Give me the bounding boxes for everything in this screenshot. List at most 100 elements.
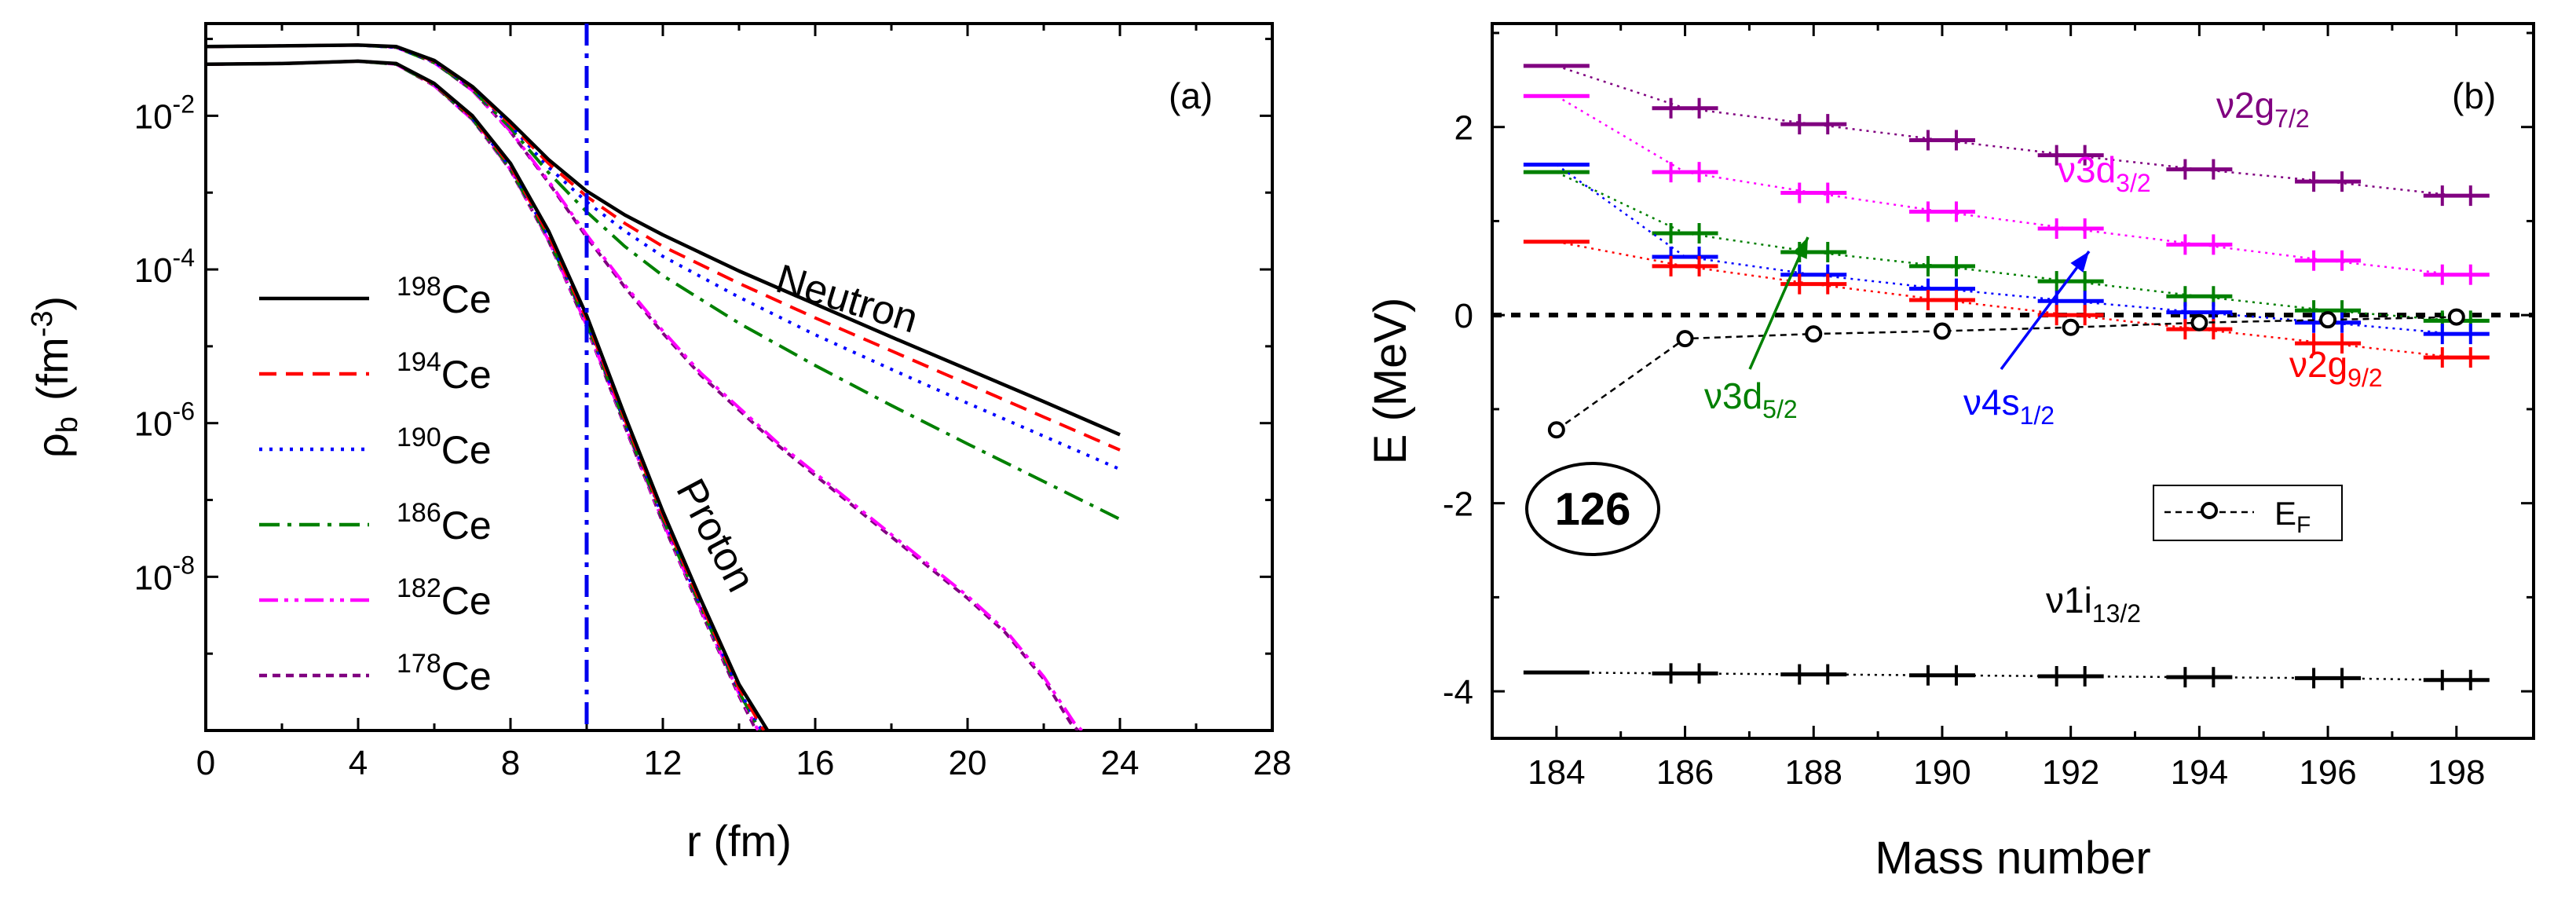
- x-tick-label: 4: [349, 744, 368, 782]
- legend-mass: 182: [397, 573, 441, 603]
- panel-a-x-axis-label: r (fm): [686, 816, 792, 866]
- panel-a-x-tick-labels: 0 4 8 12 16 20 24 28: [196, 744, 1292, 782]
- level-connector-ν4s1/2: [1556, 163, 2457, 335]
- level-connector-ν2g9/2: [1556, 240, 2457, 359]
- y-label-unit-close: ): [27, 296, 77, 311]
- fermi-energy-point: [1805, 325, 1823, 343]
- panel-a-density-chart: Neutron Proton (a) 198Ce194Ce190Ce186Ce1…: [26, 22, 1292, 866]
- level-label-main: ν2g: [2216, 85, 2274, 126]
- y-tick-label: 10-6: [134, 397, 195, 444]
- panel-b-y-axis-label: E (MeV): [1365, 298, 1416, 465]
- legend-e: E: [2274, 495, 2296, 532]
- density-curve-neutron-178: [206, 43, 1080, 730]
- panel-a-y-tick-labels: 10-210-410-610-8: [134, 90, 195, 597]
- x-tick-label: 194: [2171, 753, 2228, 792]
- x-tick-label: 8: [501, 744, 520, 782]
- legend-element: Ce: [441, 353, 492, 397]
- legend-mass: 198: [397, 272, 441, 302]
- legend-label-182: 182Ce: [397, 573, 492, 623]
- arrow-v4s12: [2000, 250, 2091, 371]
- level-connector-ν3d5/2: [1556, 171, 2457, 322]
- fermi-energy-point: [2319, 311, 2337, 329]
- panel-b-arrows: [1748, 236, 2091, 371]
- density-curve-neutron-182: [206, 43, 1083, 730]
- fermi-energy-point: [2190, 313, 2208, 331]
- level-label-d52: ν3d5/2: [1704, 375, 1798, 423]
- level-label-sub: 5/2: [1762, 395, 1797, 423]
- level-label-main: ν2g: [2289, 344, 2347, 385]
- legend-mass: 186: [397, 498, 441, 528]
- legend-label-198: 198Ce: [397, 272, 492, 321]
- magic-number-text: 126: [1555, 484, 1631, 535]
- y-tick-label: 10-2: [134, 90, 195, 136]
- panel-b-legend: EF: [2153, 485, 2343, 541]
- legend-mass: 178: [397, 649, 441, 679]
- density-curve-neutron-198: [206, 43, 1121, 437]
- panel-b-label: (b): [2452, 75, 2496, 116]
- panel-a-label: (a): [1169, 75, 1213, 116]
- level-label-sub: 13/2: [2092, 599, 2141, 628]
- y-tick-exponent: -4: [173, 243, 195, 272]
- panel-a-frame: [204, 22, 1274, 732]
- level-label-sub: 7/2: [2274, 104, 2309, 133]
- level-connector-ν2g7/2: [1556, 64, 2457, 197]
- panel-b-levels: [1523, 64, 2490, 690]
- level-label-s12: ν4s1/2: [1963, 382, 2055, 430]
- panel-a-curves: [206, 43, 1121, 730]
- legend-label: EF: [2274, 495, 2311, 538]
- level-label-d32: ν3d3/2: [2058, 149, 2151, 197]
- x-tick-label: 186: [1656, 753, 1714, 792]
- y-tick-base: 10: [134, 97, 173, 136]
- y-label-unit: (fm: [27, 337, 77, 401]
- panel-a-y-axis-label: ρb (fm-3): [26, 296, 84, 458]
- magic-number-badge: 126: [1525, 462, 1660, 556]
- level-label-sub: 1/2: [2020, 401, 2055, 430]
- legend-element: Ce: [441, 654, 492, 698]
- y-tick-label: 10-4: [134, 243, 195, 290]
- legend-label-186: 186Ce: [397, 498, 492, 547]
- density-curve-proton-198: [206, 59, 770, 730]
- y-tick-base: 10: [134, 558, 173, 597]
- fermi-energy-point: [1933, 322, 1951, 340]
- panel-b-x-tick-labels: 184 186 188 190 192 194 196 198: [1528, 753, 2485, 792]
- y-tick-exponent: -2: [173, 90, 195, 118]
- level-label-i132: ν1i13/2: [2046, 580, 2141, 628]
- proton-annotation: Proton: [667, 471, 763, 599]
- x-tick-label: 16: [796, 744, 835, 782]
- fermi-energy-series: [1547, 308, 2465, 439]
- fermi-energy-point: [1676, 330, 1694, 348]
- legend-sub: F: [2296, 512, 2311, 538]
- x-tick-label: 184: [1528, 753, 1585, 792]
- y-label-unit-sup: -3: [26, 311, 59, 338]
- panel-a-ticks: [204, 24, 1274, 732]
- legend-label-194: 194Ce: [397, 347, 492, 397]
- legend-label-190: 190Ce: [397, 423, 492, 472]
- fermi-energy-point: [1547, 421, 1565, 439]
- level-label-main: ν3d: [1704, 375, 1762, 416]
- level-label-g72: ν2g7/2: [2216, 85, 2310, 133]
- level-label-sub: 9/2: [2347, 364, 2382, 392]
- x-tick-label: 196: [2299, 753, 2356, 792]
- x-tick-label: 12: [644, 744, 682, 782]
- y-label-rho: ρ: [27, 433, 77, 458]
- legend-label-178: 178Ce: [397, 649, 492, 698]
- legend-element: Ce: [441, 579, 492, 623]
- level-label-main: ν1i: [2046, 580, 2092, 621]
- y-tick-base: 10: [134, 251, 173, 290]
- fermi-energy-point: [2447, 308, 2465, 326]
- y-label-sub: b: [51, 416, 84, 433]
- legend-mass: 194: [397, 347, 441, 377]
- level-label-sub: 3/2: [2116, 169, 2150, 197]
- y-tick-label: -2: [1443, 485, 1473, 524]
- legend-marker: [2201, 502, 2218, 519]
- neutron-annotation: Neutron: [770, 256, 923, 342]
- y-tick-exponent: -6: [173, 397, 195, 426]
- fermi-energy-line: [1556, 316, 2457, 431]
- legend-element: Ce: [441, 503, 492, 547]
- y-tick-base: 10: [134, 405, 173, 444]
- panel-b-frame: [1491, 22, 2535, 740]
- level-label-g92: ν2g9/2: [2289, 344, 2383, 392]
- y-tick-exponent: -8: [173, 551, 195, 579]
